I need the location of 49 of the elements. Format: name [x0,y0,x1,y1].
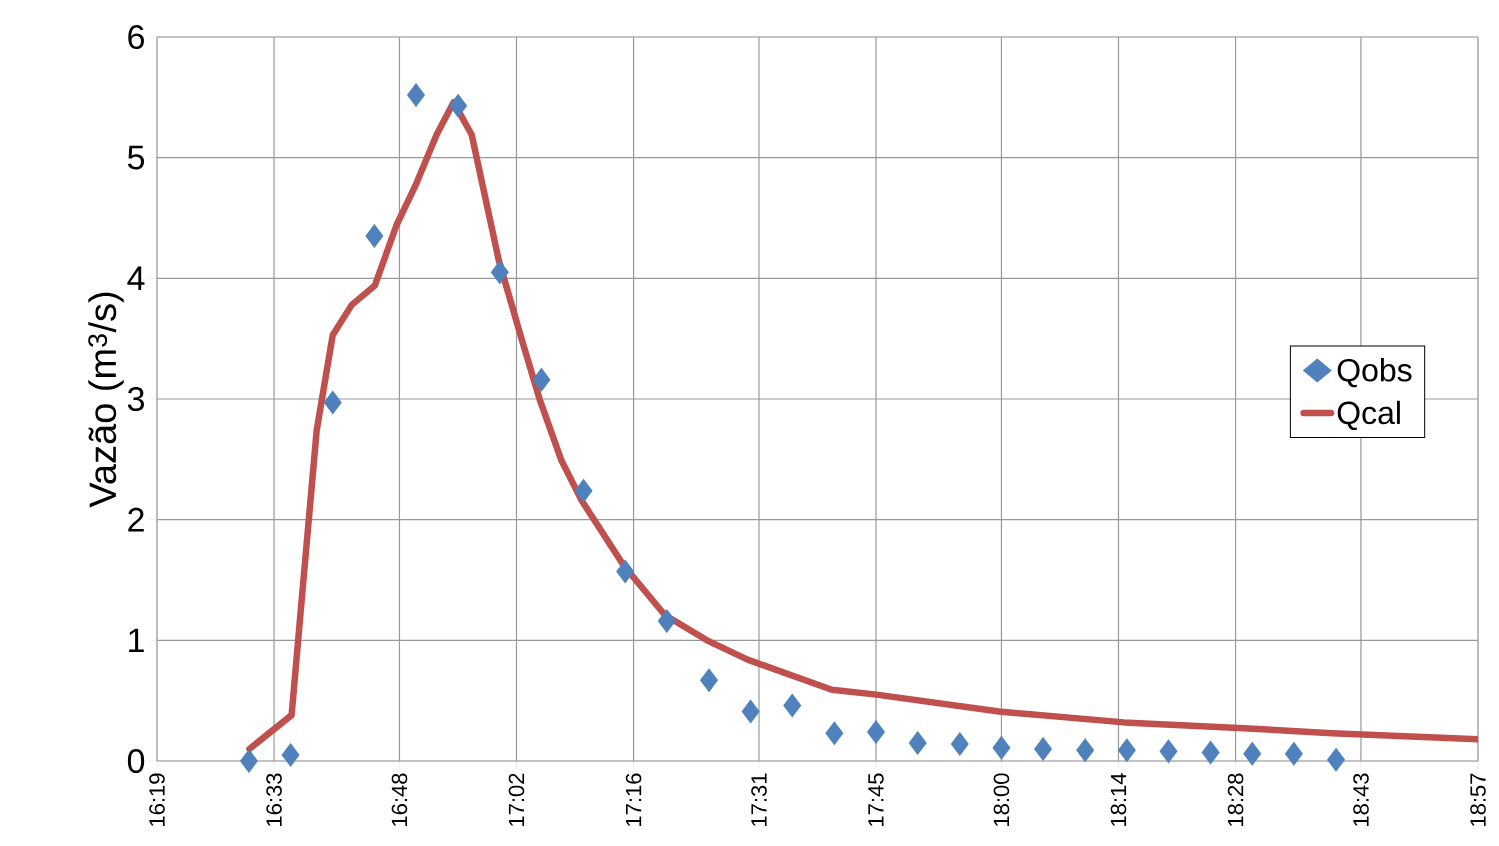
point [1326,747,1346,772]
x-tick-label: 16:33 [266,773,282,826]
y-tick-label: 3 [127,386,144,412]
point [532,367,551,392]
y-tick-label: 5 [127,145,145,170]
y-tick-label: 1 [129,628,144,653]
y-tick-label: 4 [127,266,145,291]
point [657,608,676,634]
point [1076,738,1095,763]
y-axis-title: Vazão (m$^{3}$/s) [88,292,124,508]
point [699,668,719,693]
point [1243,741,1262,766]
legend-label: Qcal [1337,400,1400,430]
x-tick-label: 18:57 [1470,773,1486,826]
point [281,742,300,768]
point [1201,740,1220,765]
x-tick-label: 16:48 [391,773,408,826]
point [1284,741,1303,766]
y-tick-label: 0 [127,748,145,774]
point [574,478,593,503]
x-tick-label: 17:31 [751,773,767,826]
point [908,730,927,755]
point [365,224,384,249]
x-tick-label: 17:02 [508,773,525,826]
point [825,721,844,746]
x-tick-label: 16:19 [149,773,165,826]
point [1159,739,1178,764]
point [449,93,468,118]
point [323,390,342,415]
point [239,748,259,774]
point [866,719,886,745]
point [950,732,969,757]
x-tick-label: 18:14 [1110,773,1127,826]
point [783,693,802,718]
x-tick-label: 17:45 [868,773,884,826]
y-tick-label: 6 [128,24,144,50]
x-tick-label: 17:16 [625,773,642,826]
point [406,82,426,107]
x-tick-label: 18:43 [1353,773,1369,826]
point [741,699,760,724]
legend-label: Qobs [1337,358,1412,388]
y-tick-label: 2 [128,507,144,532]
point [490,260,509,285]
point [1117,738,1136,763]
x-tick-label: 18:28 [1227,773,1244,826]
point [992,735,1011,760]
point [1034,736,1053,761]
x-tick-label: 18:00 [993,773,1010,826]
point [616,559,635,584]
